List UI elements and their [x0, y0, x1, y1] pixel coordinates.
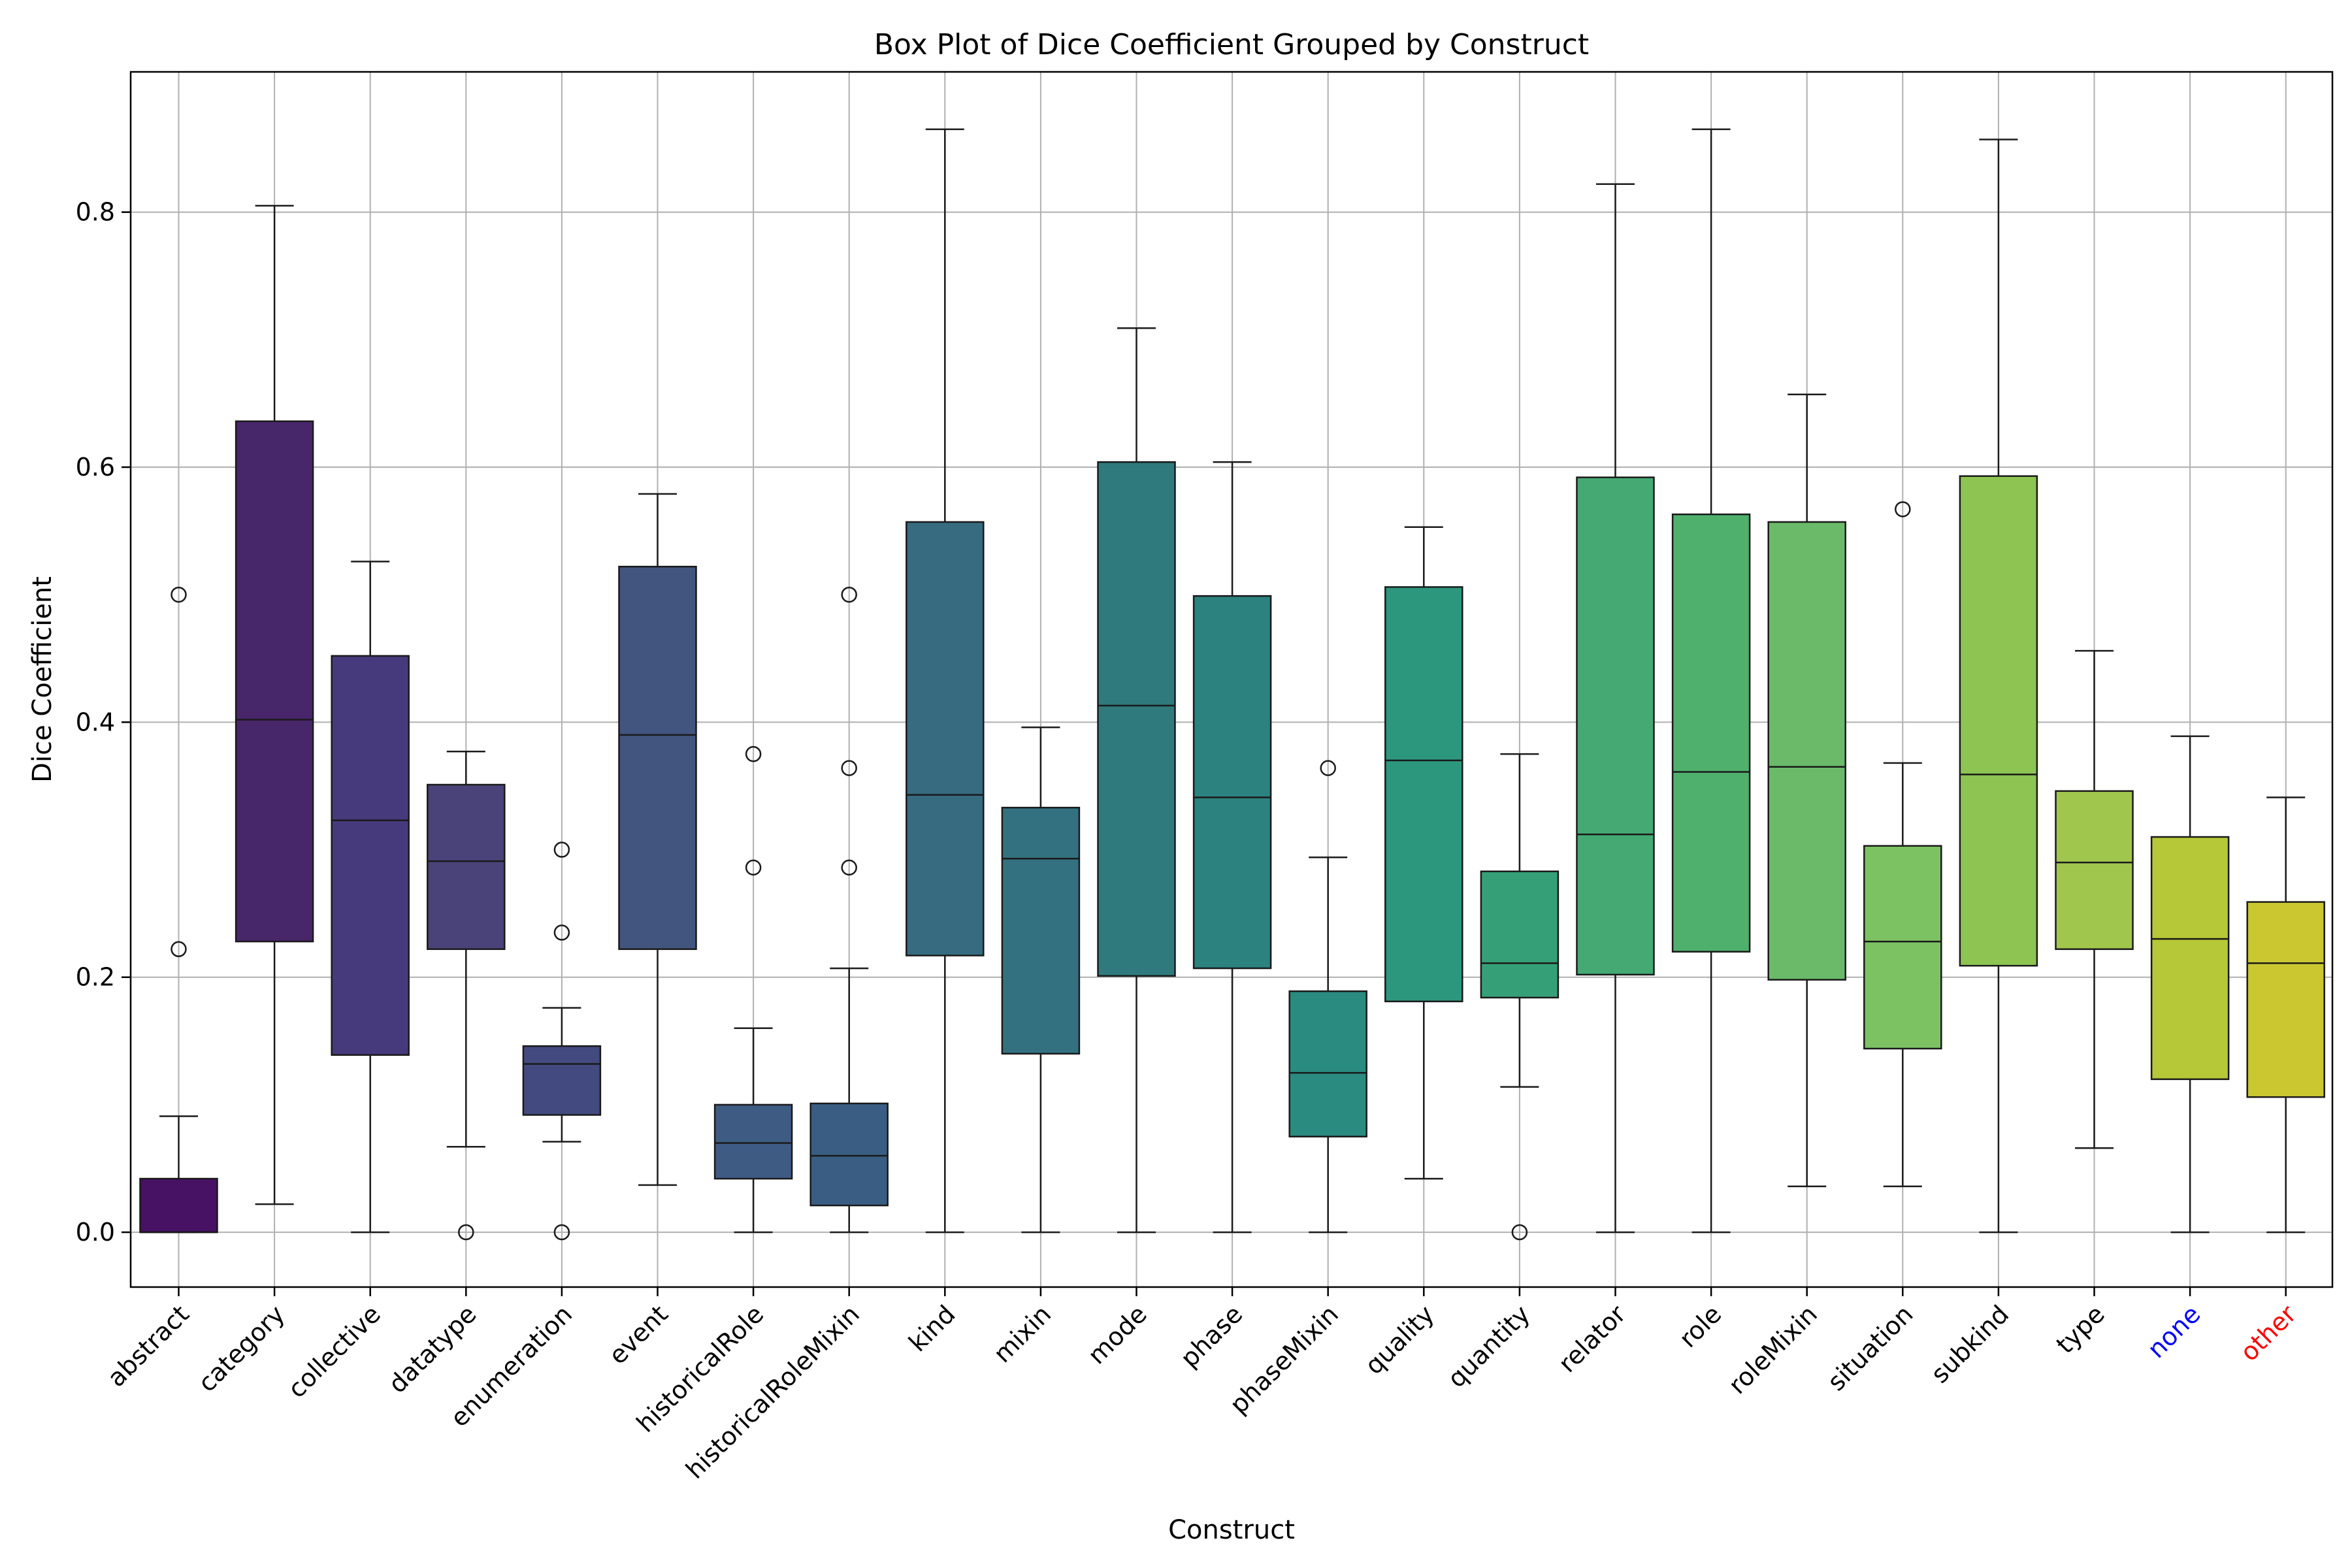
iqr-box [1097, 461, 1176, 977]
iqr-box [1001, 806, 1081, 1055]
iqr-box [522, 1045, 602, 1116]
outlier-point [1511, 1224, 1528, 1241]
y-tick-label: 0.8 [76, 198, 115, 227]
box-category [235, 204, 314, 1205]
iqr-box [2055, 790, 2134, 951]
outlier-point [1320, 760, 1336, 776]
box-other [2246, 796, 2325, 1233]
iqr-box [2246, 901, 2325, 1098]
y-tick-label: 0.4 [76, 708, 115, 736]
outlier-point [745, 745, 762, 762]
iqr-box [1480, 870, 1560, 999]
iqr-box [1959, 475, 2038, 967]
box-role [1671, 128, 1751, 1233]
outlier-point [553, 924, 570, 941]
iqr-box [139, 1177, 218, 1233]
box-enumeration [522, 841, 602, 1241]
y-tick-label: 0.2 [76, 963, 115, 992]
iqr-box [618, 566, 697, 951]
iqr-box [427, 783, 506, 951]
iqr-box [235, 420, 314, 943]
box-phase [1192, 461, 1272, 1233]
chart-title: Box Plot of Dice Coefficient Grouped by … [874, 28, 1589, 61]
box-mode [1097, 327, 1176, 1233]
box-subkind [1959, 139, 2038, 1233]
box-collective [331, 561, 410, 1233]
outlier-point [553, 1224, 570, 1241]
iqr-box [1384, 586, 1463, 1003]
iqr-box [713, 1103, 793, 1180]
box-quality [1384, 526, 1463, 1180]
box-relator [1576, 183, 1655, 1233]
iqr-box [1767, 521, 1846, 981]
outlier-point [841, 586, 857, 603]
iqr-box [331, 655, 410, 1056]
x-axis-label: Construct [1168, 1515, 1295, 1545]
box-none [2150, 735, 2230, 1233]
box-situation [1863, 501, 1942, 1188]
boxes [139, 128, 2325, 1241]
box-event [618, 493, 697, 1186]
box-roleMixin [1767, 393, 1846, 1188]
box-historicalRoleMixin [809, 586, 889, 1233]
outlier-point [841, 859, 857, 876]
box-datatype [427, 751, 506, 1241]
iqr-box [2150, 836, 2230, 1081]
outlier-point [841, 760, 857, 776]
box-mixin [1001, 726, 1081, 1233]
box-historicalRole [713, 745, 793, 1233]
iqr-box [906, 521, 985, 956]
outlier-point [1895, 501, 1911, 517]
box-phaseMixin [1288, 760, 1367, 1233]
iqr-box [1288, 990, 1367, 1137]
y-ticks: 0.0 0.2 0.4 0.6 0.8 [76, 198, 131, 1247]
outlier-point [745, 859, 762, 876]
box-abstract [139, 586, 218, 1233]
box-quantity [1480, 753, 1560, 1241]
outlier-point [171, 941, 187, 958]
outlier-point [553, 841, 570, 858]
iqr-box [1192, 595, 1272, 970]
iqr-box [1863, 845, 1942, 1050]
iqr-box [809, 1102, 889, 1207]
outlier-point [458, 1224, 474, 1241]
y-tick-label: 0.0 [76, 1218, 115, 1247]
iqr-box [1671, 514, 1751, 953]
outlier-point [171, 586, 187, 603]
y-axis-label: Dice Coefficient [27, 576, 57, 783]
box-kind [906, 128, 985, 1233]
y-tick-label: 0.6 [76, 453, 115, 482]
iqr-box [1576, 476, 1655, 976]
box-type [2055, 649, 2134, 1149]
